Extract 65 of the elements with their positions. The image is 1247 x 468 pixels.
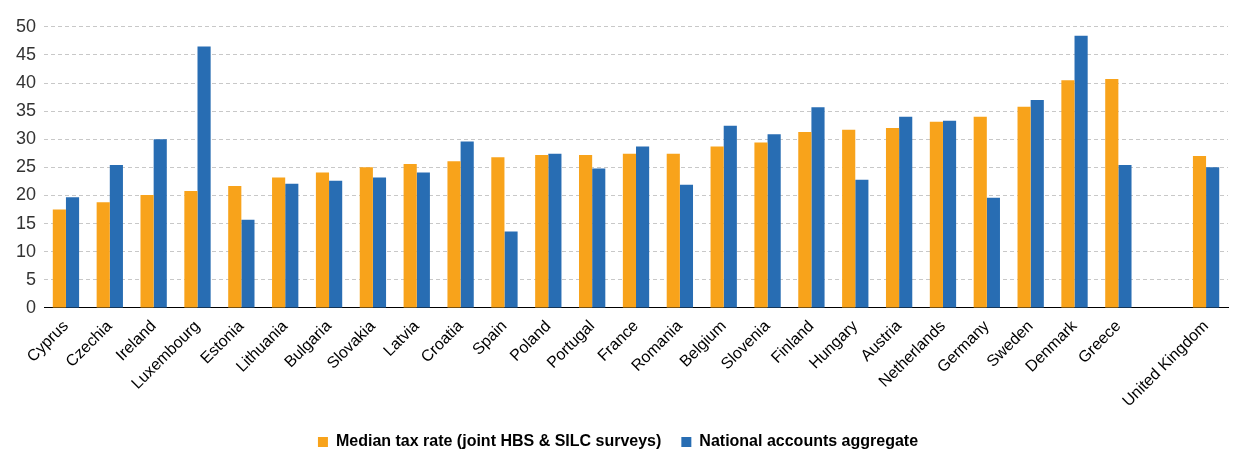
- y-tick-label: 30: [15, 128, 37, 149]
- bar: [754, 142, 768, 308]
- y-tick-label: 40: [15, 71, 37, 92]
- bar: [315, 172, 330, 308]
- bar: [109, 165, 123, 308]
- bar: [65, 197, 80, 308]
- bar: [855, 179, 869, 308]
- bar: [416, 172, 430, 308]
- bar: [447, 161, 461, 308]
- bar: [96, 202, 110, 308]
- bar: [153, 139, 167, 308]
- y-tick-label: 0: [26, 296, 37, 317]
- bar: [197, 46, 211, 308]
- bar: [767, 134, 781, 308]
- bar: [986, 197, 1000, 308]
- bar: [973, 116, 987, 308]
- y-tick-label: 50: [15, 15, 37, 36]
- y-tick-label: 45: [15, 43, 37, 64]
- bar: [885, 128, 900, 308]
- bar: [140, 194, 154, 308]
- bar: [184, 190, 198, 308]
- bar: [710, 146, 724, 308]
- bar: [579, 154, 593, 308]
- bar: [798, 131, 812, 308]
- bar: [679, 184, 694, 308]
- bar: [592, 168, 606, 308]
- bar: [636, 146, 650, 308]
- bar: [1105, 79, 1119, 308]
- bar: [942, 120, 957, 308]
- bar: [1017, 106, 1031, 308]
- y-tick-label: 20: [15, 184, 37, 205]
- bar: [666, 153, 680, 308]
- y-tick-label: 5: [26, 268, 37, 289]
- bar: [359, 167, 373, 308]
- y-tick-label: 35: [15, 100, 37, 121]
- bar: [723, 125, 737, 308]
- bar: [842, 129, 856, 308]
- bar: [491, 157, 505, 308]
- bar: [622, 153, 637, 308]
- bar: [52, 209, 66, 308]
- bar: [285, 183, 299, 308]
- bar: [1206, 167, 1220, 308]
- bar: [241, 219, 255, 308]
- bar: [1192, 156, 1207, 308]
- bar: [504, 231, 518, 308]
- y-tick-label: 10: [15, 240, 37, 261]
- bar: [1030, 99, 1044, 308]
- legend-label: National accounts aggregate: [699, 432, 919, 450]
- bar: [372, 177, 387, 308]
- bar: [1061, 80, 1075, 308]
- bar: [535, 154, 549, 308]
- bar: [403, 163, 417, 308]
- bar: [228, 185, 242, 308]
- bar: [329, 180, 343, 308]
- bar: [1118, 165, 1132, 308]
- bar: [548, 153, 562, 308]
- bar: [929, 121, 943, 308]
- legend-label: Median tax rate (joint HBS & SILC surveys): [335, 432, 662, 450]
- bar: [460, 141, 474, 308]
- bar: [899, 116, 913, 308]
- bar: [1074, 35, 1088, 308]
- y-tick-label: 25: [15, 156, 37, 177]
- bar: [272, 177, 286, 308]
- y-tick-label: 15: [15, 212, 37, 233]
- bar: [811, 107, 825, 308]
